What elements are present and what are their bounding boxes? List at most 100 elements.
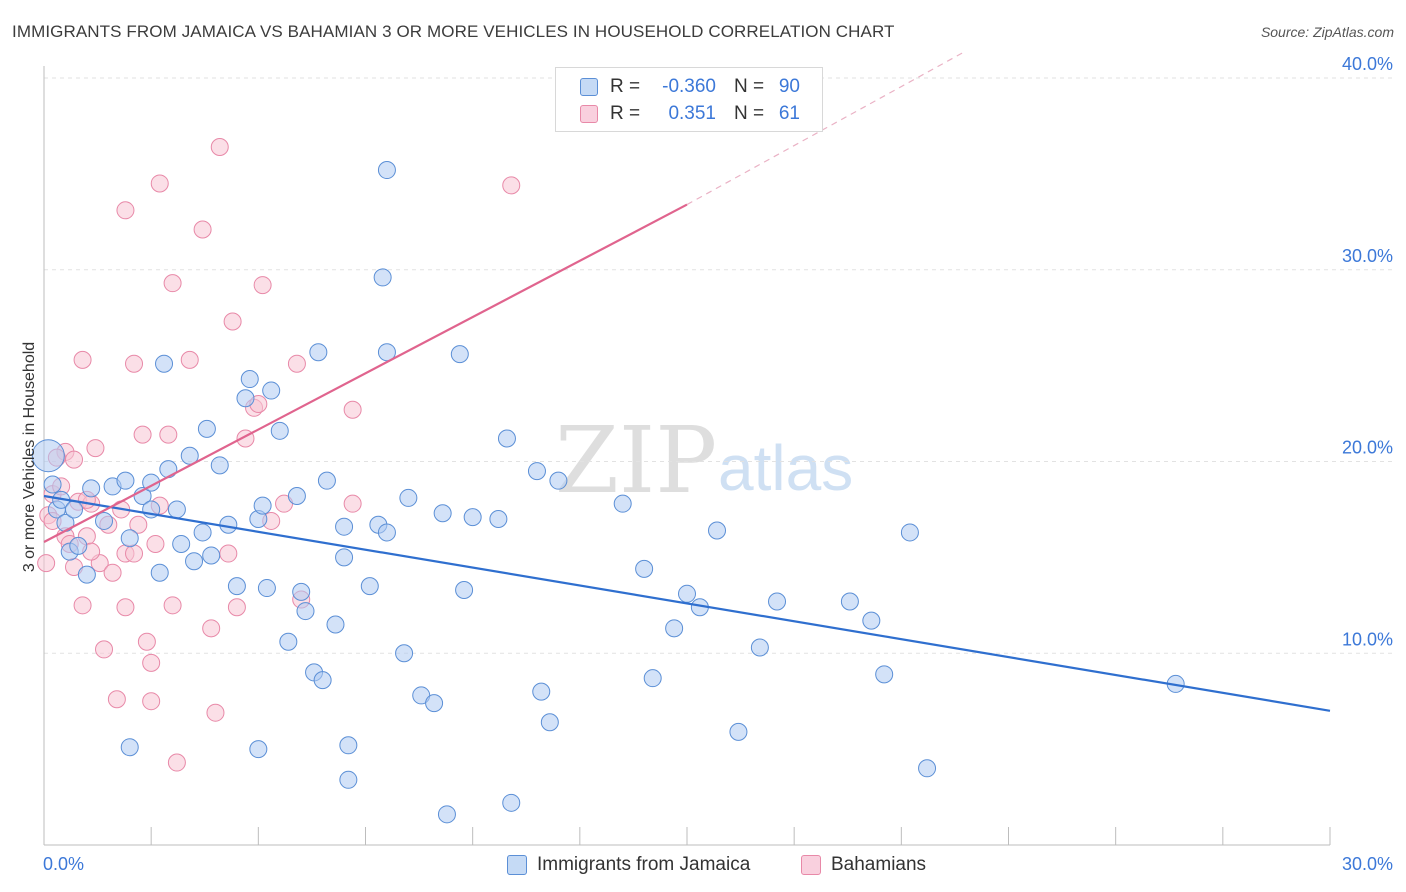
jamaica-point [43,475,62,494]
bahamian-point [223,312,242,331]
jamaica-point [497,429,516,448]
jamaica-point [900,523,919,542]
jamaica-point [377,343,396,362]
jamaica-point [377,161,396,180]
jamaica-trend-line [43,494,1331,712]
bahamian-point [37,554,56,573]
jamaica-point [249,740,268,759]
jamaica-point [172,534,191,553]
jamaica-point [532,682,551,701]
jamaica-point [425,694,444,713]
bahamian-trend-line [43,203,688,544]
jamaica-point [159,460,178,479]
bahamian-point [210,138,229,157]
jamaica-point [193,523,212,542]
jamaica-point [665,619,684,638]
x-tick-label: 30.0% [1342,854,1393,874]
y-tick-label: 20.0% [1342,438,1393,458]
jamaica-point [240,370,259,389]
chart-title: IMMIGRANTS FROM JAMAICA VS BAHAMIAN 3 OR… [12,22,895,41]
jamaica-point [95,511,114,530]
bahamian-trend-extension [686,50,966,206]
y-tick-label: 30.0% [1342,246,1393,266]
jamaica-point [180,446,199,465]
jamaica-point [155,354,174,373]
series-legend: Immigrants from Jamaica Bahamians [0,852,1406,878]
jamaica-point [326,615,345,634]
legend-item-bahamian: Bahamians [801,854,926,876]
bahamian-point [73,596,92,615]
jamaica-point [253,496,272,515]
legend-r-label: R = [610,76,641,97]
legend-swatch-bahamian [580,105,598,123]
jamaica-point [313,671,332,690]
jamaica-point [433,504,452,523]
jamaica-point [875,665,894,684]
jamaica-point [395,644,414,663]
legend-r-value: 0.351 [668,103,716,124]
bahamian-point [125,544,144,563]
legend-n-value: 61 [778,103,800,124]
bahamian-point [193,220,212,239]
jamaica-point [257,579,276,598]
bahamian-point [163,596,182,615]
bahamian-point [86,439,105,458]
jamaica-point [502,793,521,812]
jamaica-point [167,500,186,519]
legend-label-bahamian: Bahamians [831,854,927,875]
jamaica-point [463,508,482,527]
jamaica-point [862,611,881,630]
jamaica-point [339,770,358,789]
bahamian-point [502,176,521,195]
bahamian-point [142,692,161,711]
jamaica-point [635,559,654,578]
jamaica-point [540,713,559,732]
bahamian-point [125,354,144,373]
bahamian-point [227,598,246,617]
jamaica-point [489,510,508,529]
jamaica-point [455,580,474,599]
legend-r-value: -0.360 [662,76,716,97]
jamaica-point [729,722,748,741]
jamaica-point [450,345,469,364]
legend-swatch-bahamian [801,855,821,875]
legend-row-jamaica: R = -0.360 N = 90 [556,74,800,100]
jamaica-point [65,500,84,519]
jamaica-point [270,421,289,440]
bahamian-point [202,619,221,638]
bahamian-point [107,690,126,709]
jamaica-point [399,488,418,507]
bahamian-point [116,598,135,617]
bahamian-point [146,534,165,553]
jamaica-point [708,521,727,540]
jamaica-point [292,582,311,601]
jamaica-point [549,471,568,490]
y-tick-label: 40.0% [1342,54,1393,74]
jamaica-point [750,638,769,657]
jamaica-point [120,738,139,757]
correlation-legend: R = -0.360 N = 90 R = 0.351 N = 61 [555,67,823,132]
legend-item-jamaica: Immigrants from Jamaica [507,854,750,876]
jamaica-point [77,565,96,584]
bahamian-point [343,400,362,419]
jamaica-point [768,592,787,611]
bahamian-point [116,201,135,220]
bahamian-point [73,350,92,369]
bahamian-point [65,450,84,469]
y-tick-label: 10.0% [1342,629,1393,649]
legend-swatch-jamaica [507,855,527,875]
bahamian-point [167,753,186,772]
jamaica-point [678,584,696,603]
jamaica-point [309,343,328,362]
jamaica-point [918,759,937,778]
bahamian-point [129,515,148,534]
jamaica-point [197,419,216,438]
jamaica-point [377,523,396,542]
jamaica-point [236,389,255,408]
jamaica-point [527,462,546,481]
bahamian-point [150,174,169,193]
jamaica-point [613,494,632,513]
jamaica-point [373,268,392,287]
bahamian-point [95,640,114,659]
